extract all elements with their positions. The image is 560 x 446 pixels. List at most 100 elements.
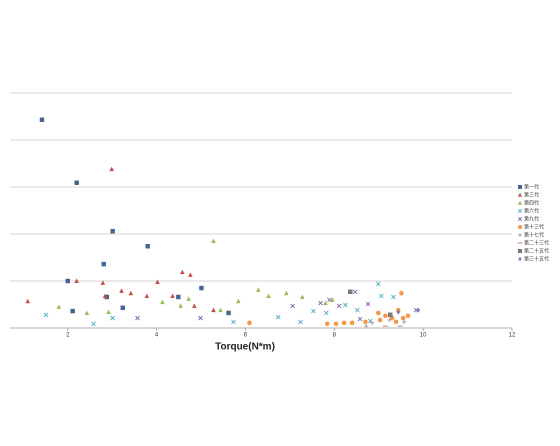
point <box>170 293 175 299</box>
point <box>365 301 371 307</box>
point <box>323 300 328 306</box>
point <box>128 290 134 296</box>
point <box>218 307 223 313</box>
x-tick-label: 4 <box>155 333 159 339</box>
point <box>416 307 421 313</box>
point <box>327 297 332 303</box>
point <box>211 307 216 313</box>
point <box>178 303 183 308</box>
point <box>370 320 375 325</box>
point <box>84 310 90 315</box>
point <box>39 117 45 122</box>
point <box>343 302 348 308</box>
point <box>102 293 108 299</box>
point <box>180 269 185 275</box>
point <box>188 272 193 277</box>
x-tick-label: 6 <box>244 333 248 339</box>
point <box>226 310 231 316</box>
point <box>330 297 335 302</box>
legend-marker <box>517 192 523 197</box>
legend-label: 第二十五代 <box>524 247 549 254</box>
point <box>120 305 126 310</box>
legend-label: 第十七代 <box>524 231 544 238</box>
point <box>300 294 305 299</box>
point <box>211 238 216 244</box>
legend-label: 第四代 <box>524 199 539 206</box>
point <box>298 319 303 325</box>
x-tick-label: 8 <box>333 333 337 339</box>
point <box>336 303 342 309</box>
point <box>290 303 295 309</box>
x-tick-label: 10 <box>420 333 427 339</box>
point <box>393 319 399 325</box>
point <box>160 299 165 305</box>
point <box>198 315 203 321</box>
point <box>341 320 347 326</box>
point <box>348 289 353 295</box>
legend-marker <box>517 200 523 205</box>
legend-marker <box>518 248 523 253</box>
point <box>25 298 31 304</box>
point <box>355 307 360 313</box>
point <box>74 278 79 283</box>
point <box>247 320 252 326</box>
point <box>74 180 79 185</box>
point <box>388 312 393 318</box>
legend-label: 第六代 <box>524 207 539 214</box>
legend-marker <box>518 233 522 237</box>
legend-marker <box>517 216 523 222</box>
point <box>101 261 106 267</box>
point <box>65 278 70 284</box>
legend-label: 第十三代 <box>524 223 544 230</box>
point <box>324 321 330 327</box>
point <box>323 310 329 316</box>
point <box>318 300 323 306</box>
legend-label: 第三代 <box>524 191 539 198</box>
point <box>375 281 381 287</box>
point <box>352 289 358 295</box>
point <box>284 290 289 296</box>
legend-marker <box>517 224 523 230</box>
legend-label: 第三十五代 <box>524 255 549 262</box>
point <box>176 294 181 300</box>
point <box>311 308 316 314</box>
point <box>402 319 407 324</box>
point <box>236 298 241 304</box>
point <box>110 228 115 234</box>
point <box>405 313 411 319</box>
point <box>119 288 124 293</box>
point <box>109 166 115 172</box>
point <box>396 309 401 315</box>
point <box>56 304 62 309</box>
point <box>135 315 140 321</box>
point <box>144 293 150 299</box>
point <box>106 309 111 315</box>
point <box>333 321 339 327</box>
point <box>155 279 160 284</box>
point <box>70 308 75 314</box>
point <box>364 324 369 329</box>
x-axis-title: Torque(N*m) <box>215 342 275 353</box>
x-tick-label: 12 <box>509 333 516 339</box>
point <box>266 293 271 299</box>
point <box>91 321 96 327</box>
point <box>391 294 396 300</box>
point <box>186 296 191 301</box>
point <box>383 313 388 319</box>
legend-label: 第九代 <box>524 215 539 222</box>
point <box>231 319 236 325</box>
legend-label: 第一代 <box>524 183 539 190</box>
point <box>357 316 363 322</box>
legend-marker <box>518 184 523 189</box>
legend-label: 第二十三代 <box>524 239 549 246</box>
point <box>100 280 106 285</box>
point <box>379 293 384 299</box>
point <box>363 319 368 325</box>
point <box>349 320 355 326</box>
point <box>192 303 197 308</box>
legend-marker <box>517 208 523 214</box>
x-tick-label: 2 <box>66 333 70 339</box>
point <box>43 312 49 318</box>
point <box>256 287 261 292</box>
